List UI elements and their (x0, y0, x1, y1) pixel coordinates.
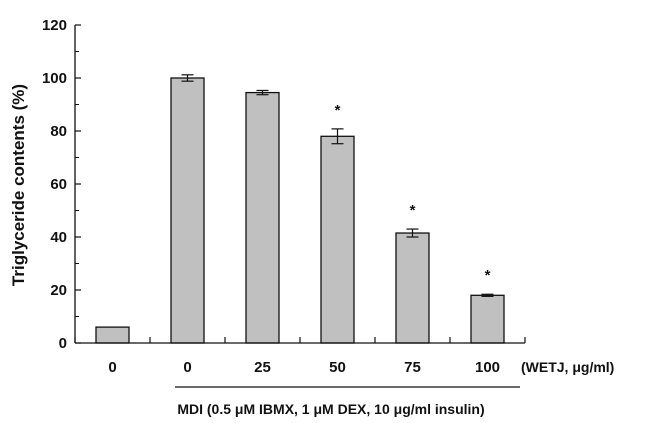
mdi-group-label: MDI (0.5 μM IBMX, 1 μM DEX, 10 μg/ml ins… (177, 401, 484, 417)
y-tick-label: 40 (50, 229, 67, 246)
bar (245, 91, 280, 344)
significance-marker: * (410, 202, 416, 219)
x-tick-label: 75 (404, 359, 421, 376)
significance-layer: * * * (335, 102, 491, 284)
significance-marker: * (485, 267, 491, 284)
bar (395, 232, 430, 344)
bar (320, 135, 355, 344)
bar (470, 294, 505, 344)
labels-layer: 0 20 40 60 80 100 120 0 0 25 50 75 100 (42, 17, 500, 376)
bar (170, 77, 205, 344)
y-axis-label: Triglyceride contents (%) (9, 84, 28, 286)
y-tick-label: 60 (50, 176, 67, 193)
y-tick-label: 100 (42, 70, 67, 87)
x-tick-label: 100 (475, 359, 500, 376)
y-tick-label: 0 (59, 335, 67, 352)
x-axis-unit-label: (WETJ, μg/ml) (521, 359, 614, 375)
bar (95, 326, 130, 344)
y-tick-label: 80 (50, 123, 67, 140)
significance-marker: * (335, 102, 341, 119)
x-tick-label: 0 (183, 359, 191, 376)
y-tick-label: 20 (50, 282, 67, 299)
x-tick-label: 0 (108, 359, 116, 376)
error-bars-layer (181, 74, 494, 297)
x-tick-label: 50 (329, 359, 346, 376)
y-tick-label: 120 (42, 17, 67, 34)
axes-layer (74, 24, 526, 344)
x-tick-label: 25 (254, 359, 271, 376)
bars-layer (95, 77, 505, 344)
